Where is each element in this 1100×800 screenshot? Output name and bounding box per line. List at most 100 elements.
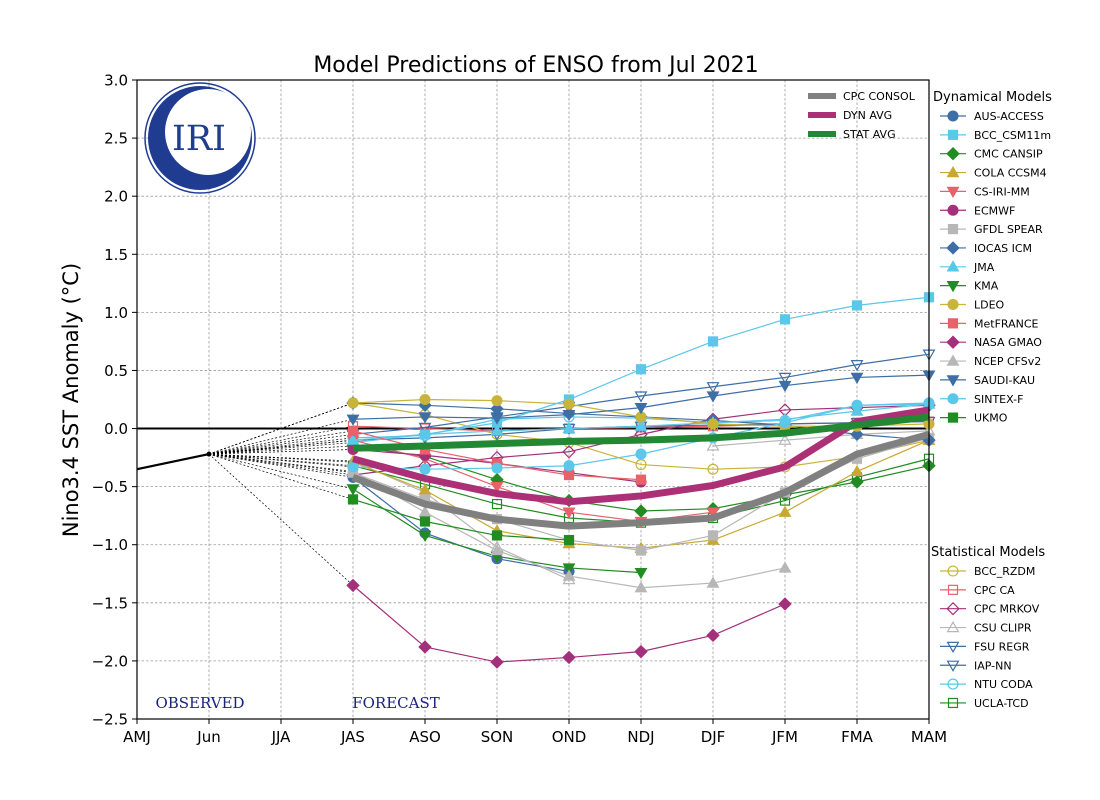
legend-marker-bcc-rzdm — [947, 565, 959, 577]
connector-aus-access — [208, 453, 354, 478]
point-saudi-kau — [778, 380, 792, 393]
legend-marker-gfdl-spear — [947, 224, 959, 235]
legend-item-cpc-ca: CPC CA — [940, 584, 1015, 597]
point-jma — [346, 433, 360, 445]
legend-item-metfrance: MetFRANCE — [940, 317, 1039, 330]
legend-label-stat-avg: STAT AVG — [843, 128, 896, 141]
statistical-legend-title: Statistical Models — [931, 545, 1045, 560]
y-tick-label: 0.5 — [104, 362, 128, 380]
dynamical-legend: Dynamical Models AUS-ACCESS BCC_CSM11m CMC… — [933, 90, 1052, 425]
point-ukmo — [491, 530, 503, 541]
point-cola-ccsm4 — [778, 505, 792, 517]
legend-marker-cs-iri-mm — [946, 186, 960, 199]
consensus-series — [351, 406, 930, 530]
point-kma — [562, 563, 576, 575]
x-tick-label-jfm: JFM — [771, 728, 798, 746]
y-tick-label: −0.5 — [92, 478, 128, 496]
forecast-label: FORECAST — [352, 694, 440, 712]
point-nasa-gmao — [418, 640, 432, 654]
connector-ukmo — [208, 453, 354, 500]
legend-item-bcc-csm11m: BCC_CSM11m — [940, 129, 1051, 142]
point-kma — [346, 484, 360, 496]
plot-frame — [136, 79, 930, 720]
point-saudi-kau — [418, 412, 432, 424]
point-ldeo — [491, 395, 503, 407]
point-fsu-regr — [634, 391, 648, 403]
point-nasa-gmao — [778, 597, 792, 611]
point-cs-iri-mm — [562, 507, 576, 519]
consensus-legend: CPC CONSOL DYN AVG STAT AVG — [808, 90, 916, 141]
legend-label-saudi-kau: SAUDI-KAU — [974, 374, 1035, 387]
legend-label-nasa-gmao: NASA GMAO — [974, 336, 1042, 349]
legend-label-sintex-f: SINTEX-F — [974, 393, 1023, 406]
legend-label-iap-nn: IAP-NN — [974, 659, 1012, 672]
model-series — [346, 292, 936, 669]
chart-title: Model Predictions of ENSO from Jul 2021 — [313, 53, 758, 78]
point-ukmo — [347, 494, 359, 505]
point-cola-ccsm4 — [850, 464, 864, 477]
legend-item-iap-nn: IAP-NN — [940, 659, 1012, 672]
point-ldeo — [707, 418, 719, 430]
connector-nasa-gmao — [208, 453, 354, 586]
legend-marker-ncep-cfsv2 — [946, 354, 960, 366]
connector-cpc-mrkov — [208, 453, 354, 476]
legend-label-gfdl-spear: GFDL SPEAR — [974, 223, 1043, 236]
legend-item-ldeo: LDEO — [940, 299, 1005, 312]
legend-item-sintex-f: SINTEX-F — [940, 393, 1023, 406]
legend-label-cpc-consol: CPC CONSOL — [843, 90, 916, 103]
point-csu-clipr — [778, 433, 792, 445]
series-line-csu-clipr — [712, 430, 930, 447]
legend-marker-ldeo — [947, 298, 959, 311]
point-ncep-cfsv2 — [706, 576, 720, 588]
legend-label-kma: KMA — [974, 280, 999, 293]
legend-marker-ukmo — [947, 412, 959, 423]
legend-item-ntu-coda: NTU CODA — [940, 678, 1033, 691]
legend-label-cmc-cansip: CMC CANSIP — [974, 148, 1043, 161]
point-jma — [562, 421, 576, 434]
connector-ucla-tcd — [208, 453, 354, 467]
legend-marker-saudi-kau — [946, 375, 960, 387]
connector-cpc-ca — [208, 425, 354, 455]
legend-item-jma: JMA — [940, 260, 995, 274]
connector-ncep-cfsv2 — [208, 453, 354, 472]
point-metfrance — [563, 469, 575, 481]
y-tick-label: 0.0 — [104, 420, 128, 438]
legend-item-ukmo: UKMO — [940, 412, 1008, 425]
point-sintex-f — [347, 461, 359, 473]
legend-marker-iocas-icm — [946, 241, 960, 255]
legend-marker-fsu-regr — [946, 641, 960, 654]
point-sintex-f — [851, 399, 863, 411]
series-line-cpc-mrkov — [352, 404, 930, 476]
legend-label-metfrance: MetFRANCE — [974, 317, 1039, 330]
legend-label-bcc-csm11m: BCC_CSM11m — [974, 129, 1051, 142]
observed-label: OBSERVED — [155, 694, 244, 712]
point-nasa-gmao — [706, 628, 720, 643]
legend-label-ukmo: UKMO — [974, 412, 1008, 425]
legend-label-ncep-cfsv2: NCEP CFSv2 — [974, 355, 1041, 368]
consensus-line-cpc-consol — [351, 430, 930, 530]
legend-label-ecmwf: ECMWF — [974, 204, 1015, 217]
point-ncep-cfsv2 — [634, 581, 648, 593]
legend-marker-ucla-tcd — [947, 697, 959, 709]
point-ldeo — [347, 397, 359, 409]
x-tick-label-djf: DJF — [701, 728, 726, 746]
legend-item-ncep-cfsv2: NCEP CFSv2 — [940, 354, 1041, 368]
legend-item-dyn-avg: DYN AVG — [808, 109, 892, 122]
y-tick-label: −2.5 — [92, 711, 128, 729]
point-saudi-kau — [562, 409, 576, 422]
legend-item-fsu-regr: FSU REGR — [940, 640, 1030, 653]
legend-item-kma: KMA — [940, 280, 999, 293]
point-cmc-cansip — [850, 475, 864, 489]
point-cola-ccsm4 — [418, 483, 432, 495]
legend-marker-cmc-cansip — [946, 147, 960, 161]
point-gfdl-spear — [635, 545, 647, 556]
legend-item-stat-avg: STAT AVG — [808, 128, 896, 141]
series-nasa-gmao — [346, 578, 792, 669]
x-tick-label-mam: MAM — [911, 728, 947, 746]
legend-marker-bcc-csm11m — [947, 129, 959, 140]
connector-iap-nn — [208, 439, 354, 455]
legend-item-cola-ccsm4: COLA CCSM4 — [940, 165, 1047, 180]
point-ldeo — [563, 398, 575, 410]
